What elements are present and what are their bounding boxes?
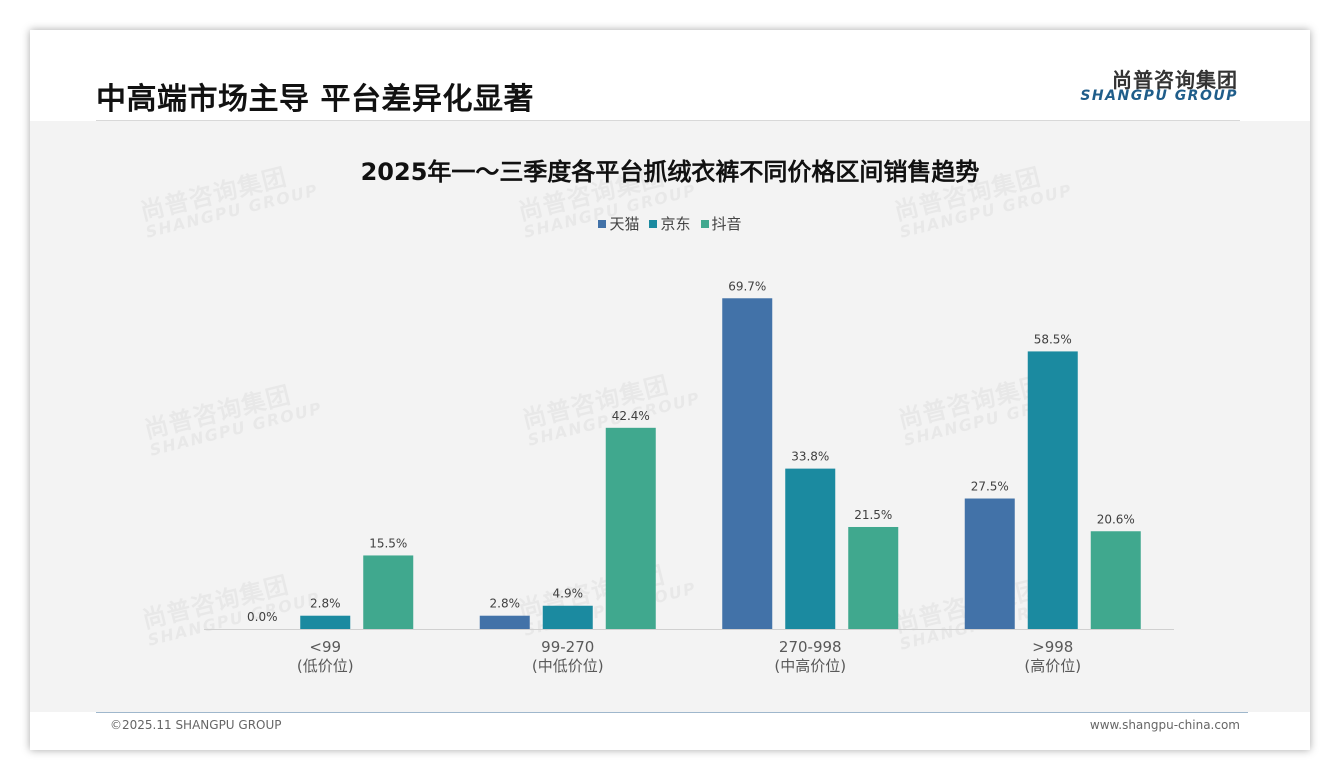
bar	[605, 427, 656, 629]
chart-legend: 天猫 京东 抖音	[30, 213, 1310, 234]
legend-label-jd: 京东	[660, 215, 691, 233]
data-label: 21.5%	[854, 508, 892, 522]
data-label: 2.8%	[310, 597, 341, 611]
bar	[479, 615, 530, 629]
x-tick-sublabel: (低价位)	[297, 657, 354, 675]
footer-divider	[96, 712, 1248, 713]
x-tick-sublabel: (高价位)	[1024, 657, 1081, 675]
data-label: 20.6%	[1097, 512, 1135, 526]
data-label: 69.7%	[728, 279, 766, 293]
footer-website: www.shangpu-china.com	[1089, 718, 1240, 732]
x-tick-sublabel: (中低价位)	[532, 657, 604, 675]
bar	[542, 605, 593, 629]
bar	[1090, 531, 1141, 629]
data-label: 15.5%	[369, 536, 407, 550]
x-tick-sublabel: (中高价位)	[774, 657, 846, 675]
bar	[363, 555, 414, 629]
header-divider	[96, 120, 1240, 121]
legend-swatch-jd	[649, 219, 658, 228]
legend-item-tmall: 天猫	[598, 213, 639, 234]
chart-title: 2025年一～三季度各平台抓绒衣裤不同价格区间销售趋势	[360, 158, 980, 186]
bar	[848, 526, 899, 629]
legend-label-tmall: 天猫	[609, 215, 640, 233]
slide: 中高端市场主导 平台差异化显著 尚普咨询集团 SHANGPU GROUP 尚普咨…	[30, 30, 1310, 750]
x-tick-label: 270-998	[779, 638, 842, 656]
data-label: 4.9%	[553, 587, 584, 601]
legend-item-jd: 京东	[649, 213, 691, 234]
x-tick-label: 99-270	[541, 638, 594, 656]
x-tick-label: >998	[1032, 638, 1073, 656]
bar	[785, 468, 836, 629]
header: 中高端市场主导 平台差异化显著 尚普咨询集团 SHANGPU GROUP	[30, 30, 1310, 122]
bar	[964, 498, 1015, 629]
legend-label-douyin: 抖音	[711, 215, 742, 233]
legend-item-douyin: 抖音	[700, 213, 742, 234]
data-label: 27.5%	[971, 480, 1009, 494]
footer-copyright: ©2025.11 SHANGPU GROUP	[110, 718, 282, 732]
x-tick-label: <99	[309, 638, 341, 656]
data-label: 33.8%	[791, 450, 829, 464]
legend-swatch-tmall	[598, 219, 607, 228]
bar	[1027, 351, 1078, 629]
bar	[300, 615, 351, 629]
logo-chinese: 尚普咨询集团	[1112, 68, 1238, 92]
bar-chart: 0.0% 2.8% 15.5% <99(低价位) 2.8% 4.9% 42.4% 99-270…	[204, 279, 1174, 675]
legend-swatch-douyin	[700, 219, 709, 228]
data-label: 2.8%	[490, 597, 521, 611]
data-label: 0.0%	[247, 610, 278, 624]
logo-english: SHANGPU GROUP	[1080, 88, 1238, 104]
data-label: 42.4%	[612, 409, 650, 423]
page-title: 中高端市场主导 平台差异化显著	[96, 82, 534, 117]
bar	[722, 298, 773, 629]
data-label: 58.5%	[1034, 332, 1072, 346]
